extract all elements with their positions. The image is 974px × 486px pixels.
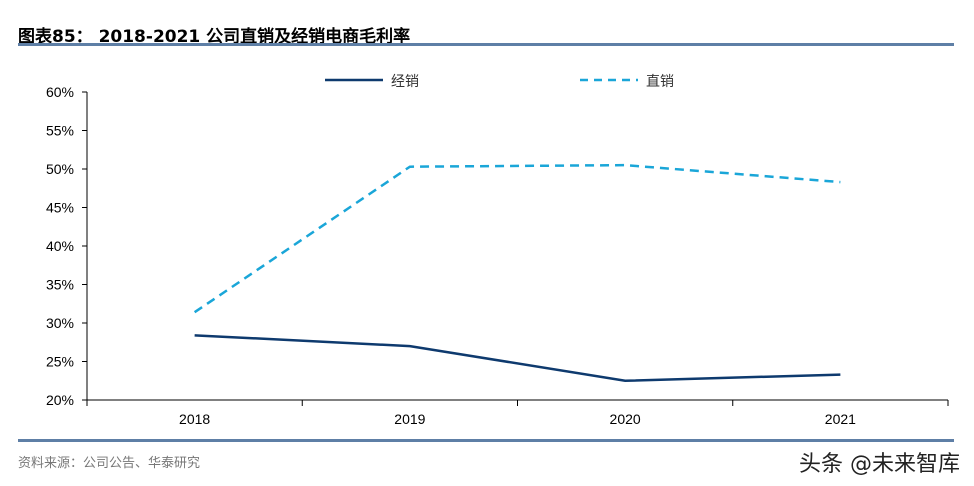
title-divider: [18, 43, 954, 46]
y-tick-label: 30%: [46, 315, 74, 331]
y-tick-label: 50%: [46, 161, 74, 177]
y-tick-label: 60%: [46, 84, 74, 100]
chart-title: 图表85： 2018-2021 公司直销及经销电商毛利率: [18, 27, 411, 47]
x-tick-label: 2018: [179, 411, 210, 427]
series-line-0: [194, 334, 841, 383]
y-tick-label: 45%: [46, 200, 74, 216]
y-tick-label: 20%: [46, 392, 74, 408]
series-line-1: [193, 163, 841, 314]
source-note: 资料来源：公司公告、华泰研究: [18, 456, 201, 471]
y-tick-label: 35%: [46, 277, 74, 293]
y-tick-label: 25%: [46, 354, 74, 370]
y-tick-label: 40%: [46, 238, 74, 254]
y-tick-label: 55%: [46, 123, 74, 139]
x-tick-label: 2020: [610, 411, 641, 427]
legend-label: 经销: [391, 74, 419, 90]
legend-label: 直销: [646, 73, 674, 90]
x-tick-label: 2021: [825, 411, 856, 427]
watermark: 头条 @未来智库: [799, 452, 960, 477]
footer-divider: [18, 439, 954, 442]
x-tick-label: 2019: [394, 411, 425, 427]
